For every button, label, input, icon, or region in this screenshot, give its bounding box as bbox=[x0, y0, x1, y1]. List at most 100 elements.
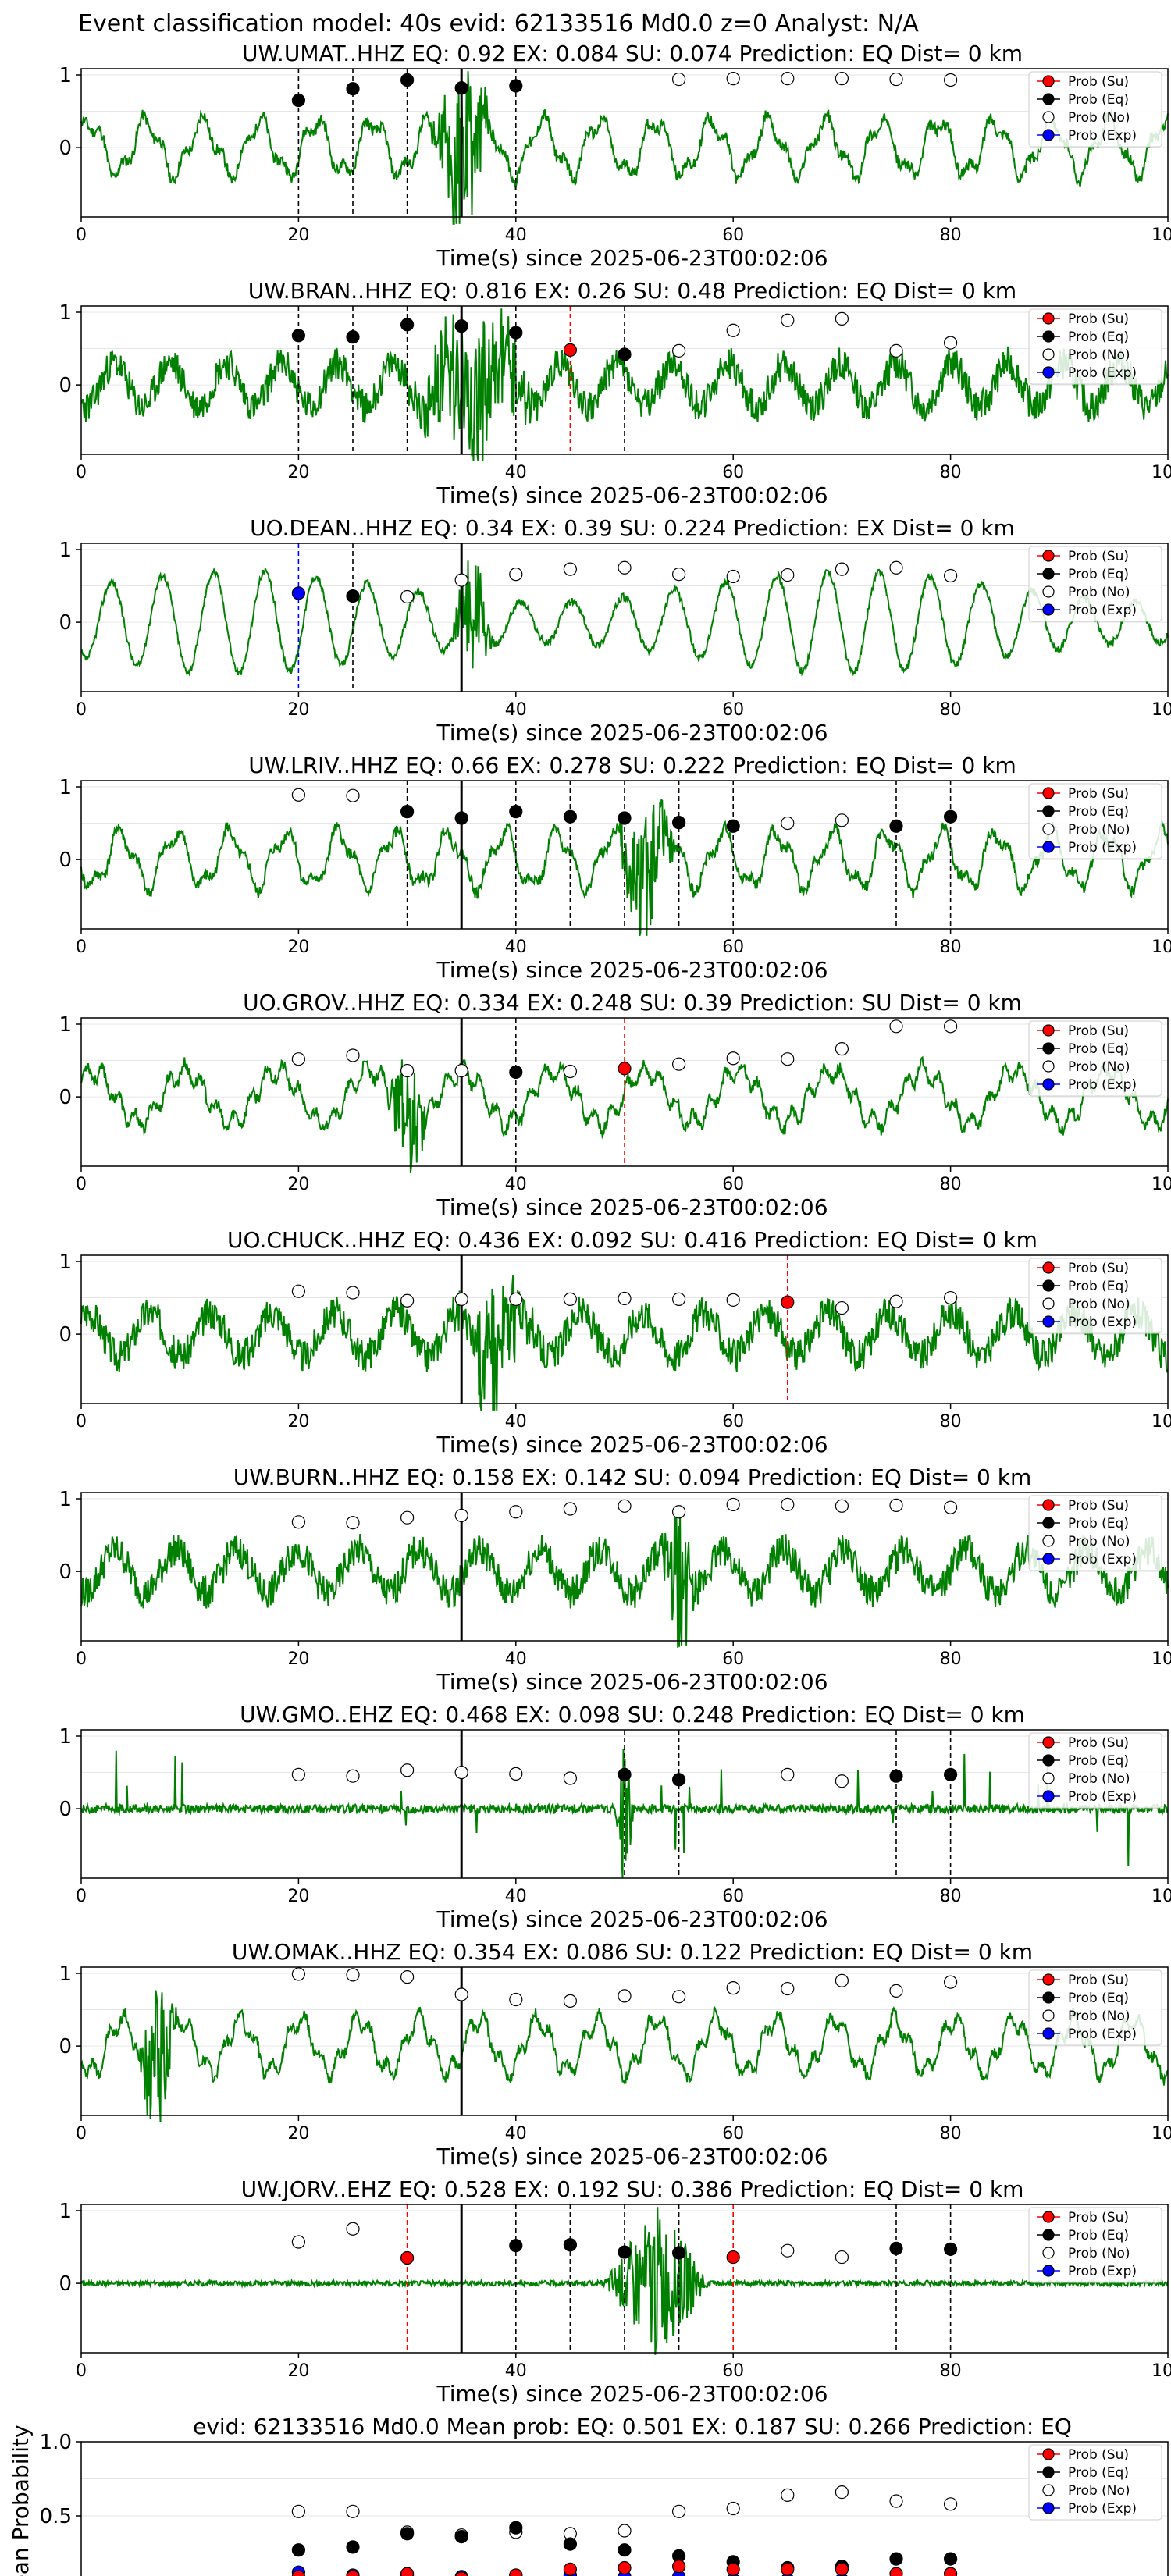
x-tick-label: 40 bbox=[505, 700, 527, 720]
prob-point-eq bbox=[618, 347, 632, 361]
y-tick-label: 0 bbox=[59, 2272, 72, 2296]
legend-label-no: Prob (No) bbox=[1068, 822, 1130, 838]
prob-point-no bbox=[781, 1981, 795, 1996]
prob-point-no bbox=[454, 573, 468, 587]
x-tick-label: 100 bbox=[1151, 1649, 1171, 1669]
mean-prob-point-su bbox=[889, 2567, 903, 2576]
subplot-9: UW.OMAK..HHZ EQ: 0.354 EX: 0.086 SU: 0.1… bbox=[59, 1939, 1171, 2169]
legend-box bbox=[1028, 2444, 1162, 2521]
legend-label-su: Prob (Su) bbox=[1068, 2447, 1129, 2463]
y-tick-label: 0 bbox=[59, 2035, 72, 2058]
prob-point-eq bbox=[454, 319, 468, 333]
legend-box bbox=[1028, 1732, 1162, 1809]
prob-point-no bbox=[618, 1291, 632, 1306]
prob-point-no bbox=[400, 1970, 415, 1984]
prob-point-no bbox=[943, 1975, 958, 1989]
legend-label-no: Prob (No) bbox=[1068, 1534, 1130, 1550]
prob-point-no bbox=[943, 1019, 958, 1034]
x-axis-label: Time(s) since 2025-06-23T00:02:06 bbox=[436, 482, 828, 508]
prob-point-no bbox=[563, 1292, 578, 1307]
x-axis-label: Time(s) since 2025-06-23T00:02:06 bbox=[436, 1432, 828, 1457]
mean-prob-point-no bbox=[618, 2524, 632, 2538]
mean-prob-point-eq bbox=[400, 2527, 415, 2541]
legend-marker-no bbox=[1042, 1297, 1055, 1310]
x-tick-label: 40 bbox=[505, 2361, 527, 2381]
x-tick-label: 40 bbox=[505, 1649, 527, 1669]
y-tick-label: 0 bbox=[59, 137, 72, 160]
legend-marker-exp bbox=[1042, 2265, 1055, 2277]
y-tick-label: 0 bbox=[59, 1560, 72, 1584]
legend-box bbox=[1028, 71, 1162, 148]
x-tick-label: 60 bbox=[722, 1887, 744, 1906]
legend-box bbox=[1028, 1495, 1162, 1571]
waveform-trace bbox=[80, 1990, 1169, 2122]
legend-box bbox=[1028, 1969, 1162, 2046]
x-tick-label: 60 bbox=[722, 463, 744, 482]
prob-point-eq bbox=[943, 809, 958, 824]
x-tick-label: 0 bbox=[76, 226, 87, 245]
prob-point-no bbox=[400, 1063, 415, 1078]
legend-marker-su bbox=[1042, 2211, 1055, 2223]
prob-point-no bbox=[618, 1499, 632, 1513]
subplot-title: UO.GROV..HHZ EQ: 0.334 EX: 0.248 SU: 0.3… bbox=[243, 990, 1022, 1016]
prob-point-no bbox=[509, 1505, 523, 1519]
subplot-title: UW.UMAT..HHZ EQ: 0.92 EX: 0.084 SU: 0.07… bbox=[242, 41, 1023, 66]
prob-point-no bbox=[835, 1042, 849, 1056]
prob-point-no bbox=[781, 2243, 795, 2258]
legend-marker-no bbox=[1042, 585, 1055, 598]
x-tick-label: 0 bbox=[76, 2361, 87, 2381]
prob-point-no bbox=[726, 569, 740, 584]
mean-prob-point-no bbox=[781, 2488, 795, 2502]
subplot-title: UO.DEAN..HHZ EQ: 0.34 EX: 0.39 SU: 0.224… bbox=[250, 515, 1015, 541]
x-tick-label: 0 bbox=[76, 2124, 87, 2144]
legend-label-exp: Prob (Exp) bbox=[1068, 1789, 1137, 1805]
x-tick-label: 20 bbox=[287, 700, 309, 720]
prob-point-no bbox=[400, 1293, 415, 1308]
legend-marker-su bbox=[1042, 1024, 1055, 1037]
prob-point-no bbox=[726, 1051, 740, 1066]
x-tick-label: 80 bbox=[940, 226, 962, 245]
x-tick-label: 60 bbox=[722, 1649, 744, 1669]
prob-point-no bbox=[509, 1292, 523, 1307]
legend-label-no: Prob (No) bbox=[1068, 1297, 1130, 1312]
legend-marker-su bbox=[1042, 787, 1055, 799]
mean-prob-point-su bbox=[618, 2560, 632, 2575]
legend-label-su: Prob (Su) bbox=[1068, 1973, 1129, 1988]
legend-marker-no bbox=[1042, 111, 1055, 123]
prob-point-eq bbox=[509, 2239, 523, 2253]
mean-prob-point-eq bbox=[943, 2552, 958, 2566]
legend-marker-exp bbox=[1042, 1790, 1055, 1802]
x-tick-label: 60 bbox=[722, 2361, 744, 2381]
prob-point-su bbox=[781, 1295, 795, 1309]
legend-marker-eq bbox=[1042, 1517, 1055, 1529]
subplot-1: UW.UMAT..HHZ EQ: 0.92 EX: 0.084 SU: 0.07… bbox=[59, 41, 1171, 271]
prob-point-eq bbox=[400, 805, 415, 819]
mean-prob-point-eq bbox=[346, 2540, 360, 2554]
y-tick-label: 0 bbox=[59, 1798, 72, 1821]
prob-point-eq bbox=[671, 1773, 686, 1787]
prob-point-no bbox=[889, 1498, 903, 1512]
legend-label-no: Prob (No) bbox=[1068, 585, 1130, 600]
legend-marker-no bbox=[1042, 1060, 1055, 1073]
legend-box bbox=[1028, 546, 1162, 622]
legend-marker-eq bbox=[1042, 93, 1055, 105]
x-tick-label: 100 bbox=[1151, 1412, 1171, 1432]
prob-point-no bbox=[563, 1502, 578, 1516]
x-tick-label: 60 bbox=[722, 1412, 744, 1432]
prob-point-no bbox=[781, 1497, 795, 1512]
mean-prob-point-no bbox=[671, 2504, 686, 2518]
mean-prob-point-eq bbox=[889, 2552, 903, 2566]
x-tick-label: 80 bbox=[940, 1649, 962, 1669]
mean-prob-point-su bbox=[509, 2568, 523, 2576]
prob-point-no bbox=[509, 1767, 523, 1781]
legend-marker-exp bbox=[1042, 1315, 1055, 1328]
x-axis-label: Time(s) since 2025-06-23T00:02:06 bbox=[436, 957, 828, 983]
legend-marker-eq bbox=[1042, 1991, 1055, 2004]
y-tick-label: 0 bbox=[59, 1323, 72, 1347]
prob-point-no bbox=[726, 323, 740, 337]
legend-label-eq: Prob (Eq) bbox=[1068, 1279, 1129, 1294]
mean-prob-point-eq bbox=[509, 2521, 523, 2535]
plot-frame bbox=[80, 1254, 1169, 1404]
legend-marker-no bbox=[1042, 823, 1055, 835]
legend-label-exp: Prob (Exp) bbox=[1068, 365, 1137, 381]
